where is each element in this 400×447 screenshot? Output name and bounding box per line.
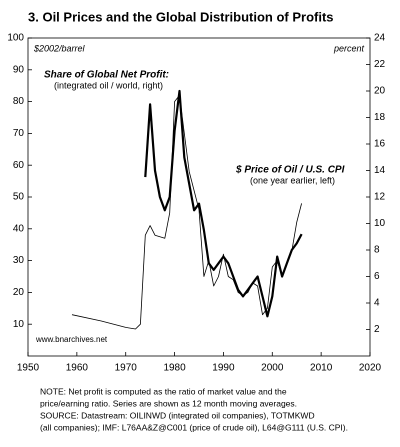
series-label: $ Price of Oil / U.S. CPI	[235, 165, 345, 176]
y2-tick-label: 18	[374, 112, 386, 123]
x-tick-label: 1990	[212, 363, 235, 374]
y-tick-label: 60	[13, 160, 25, 171]
y2-tick-label: 24	[374, 33, 386, 44]
note-line: price/earning ratio. Series are shown as…	[40, 398, 297, 408]
series-note: (integrated oil / world, right)	[54, 80, 163, 90]
y-tick-label: 90	[13, 64, 25, 75]
y2-tick-label: 2	[374, 324, 380, 335]
y-tick-label: 70	[13, 128, 25, 139]
x-tick-label: 1950	[17, 363, 40, 374]
y2-tick-label: 16	[374, 139, 386, 150]
y2-tick-label: 20	[374, 86, 386, 97]
y-tick-label: 40	[13, 223, 25, 234]
x-tick-label: 2010	[310, 363, 333, 374]
y-unit: $2002/barrel	[33, 43, 86, 53]
x-tick-label: 2000	[261, 363, 284, 374]
y-tick-label: 80	[13, 96, 25, 107]
y2-tick-label: 22	[374, 59, 386, 70]
y2-tick-label: 14	[374, 165, 386, 176]
y-tick-label: 30	[13, 255, 25, 266]
source-label: www.bnarchives.net	[35, 335, 108, 344]
x-tick-label: 1970	[115, 363, 138, 374]
y-tick-label: 50	[13, 192, 25, 203]
series-label: Share of Global Net Profit:	[44, 70, 169, 81]
y-tick-label: 10	[13, 319, 25, 330]
y2-tick-label: 12	[374, 192, 386, 203]
x-tick-label: 2020	[359, 363, 382, 374]
y2-tick-label: 4	[374, 298, 380, 309]
y-tick-label: 20	[13, 287, 25, 298]
note-line: NOTE: Net profit is computed as the rati…	[40, 386, 287, 396]
series-note: (one year earlier, left)	[250, 175, 335, 185]
note-line: SOURCE: Datastream: OILINWD (integrated …	[40, 410, 315, 420]
series-line	[71, 94, 302, 330]
y2-tick-label: 8	[374, 245, 380, 256]
y2-tick-label: 6	[374, 271, 380, 282]
x-tick-label: 1960	[66, 363, 89, 374]
note-line: (all companies); IMF: L76AA&Z@C001 (pric…	[40, 422, 348, 432]
y2-tick-label: 10	[374, 218, 386, 229]
y2-unit: percent	[333, 43, 365, 53]
series-line	[144, 89, 303, 318]
chart-title: 3. Oil Prices and the Global Distributio…	[28, 9, 334, 24]
y-tick-label: 100	[7, 33, 24, 44]
x-tick-label: 1980	[163, 363, 186, 374]
